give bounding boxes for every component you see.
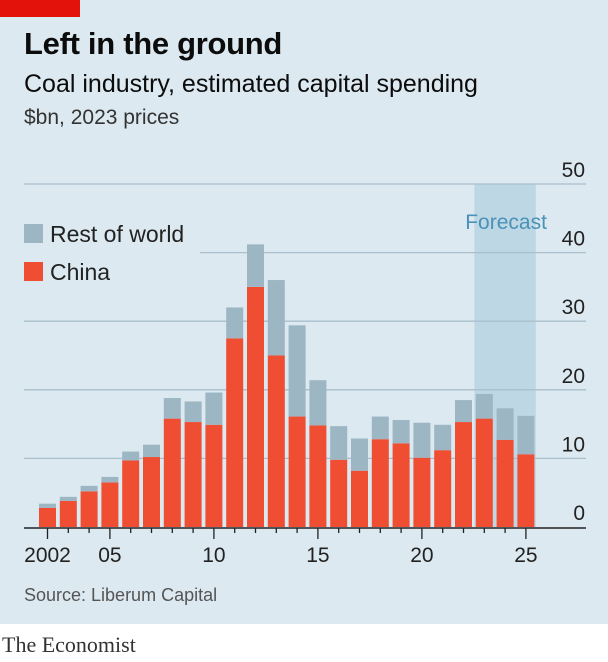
bar-china-2021 xyxy=(434,450,452,527)
bar-chart: Forecast 0 10 20 30 40 50 2002 05 10 15 20 25 Rest… xyxy=(24,159,586,567)
source-note: Source: Liberum Capital xyxy=(24,585,218,605)
bar-rest-of-world-2016 xyxy=(330,426,348,460)
x-axis: 2002 05 10 15 20 25 xyxy=(24,527,586,567)
brand-red-tag xyxy=(0,0,80,17)
x-tick-label-20: 20 xyxy=(410,544,433,567)
y-tick-label-40: 40 xyxy=(562,228,585,251)
bar-china-2022 xyxy=(455,422,472,527)
chart-units: $bn, 2023 prices xyxy=(24,106,180,129)
brand-wordmark: The Economist xyxy=(2,632,136,657)
bar-rest-of-world-2024 xyxy=(496,408,514,440)
bar-rest-of-world-2015 xyxy=(309,380,327,426)
bar-rest-of-world-2008 xyxy=(163,398,181,419)
bar-rest-of-world-2009 xyxy=(184,401,202,423)
legend-swatch-china xyxy=(24,262,43,281)
bar-rest-of-world-2002 xyxy=(39,503,56,508)
bar-china-2016 xyxy=(330,459,348,527)
bar-rest-of-world-2010 xyxy=(205,392,223,425)
bar-china-2010 xyxy=(205,424,223,527)
bar-rest-of-world-2022 xyxy=(455,400,472,423)
bar-china-2007 xyxy=(143,457,160,527)
bar-rest-of-world-2005 xyxy=(101,476,119,483)
bar-rest-of-world-2020 xyxy=(413,422,431,458)
bar-china-2020 xyxy=(413,457,431,527)
x-tick-label-25: 25 xyxy=(514,544,537,567)
y-tick-label-20: 20 xyxy=(562,365,585,388)
legend: Rest of world China xyxy=(24,221,184,285)
y-tick-label-50: 50 xyxy=(562,159,585,182)
bar-rest-of-world-2025 xyxy=(517,415,535,455)
bar-china-2023 xyxy=(475,418,493,527)
legend-swatch-rest-of-world xyxy=(24,224,43,243)
bar-china-2009 xyxy=(184,422,202,527)
bar-china-2006 xyxy=(122,460,140,527)
bar-china-2017 xyxy=(351,470,368,527)
legend-label-china: China xyxy=(50,259,110,285)
bar-rest-of-world-2006 xyxy=(122,451,140,461)
legend-label-rest-of-world: Rest of world xyxy=(50,221,184,247)
bar-china-2008 xyxy=(163,418,181,527)
y-tick-label-0: 0 xyxy=(573,502,585,525)
bar-china-2025 xyxy=(517,454,535,527)
bar-china-2015 xyxy=(309,425,327,527)
bar-rest-of-world-2017 xyxy=(351,438,368,471)
bar-rest-of-world-2021 xyxy=(434,424,452,451)
chart-title: Left in the ground xyxy=(24,26,283,61)
bar-china-2002 xyxy=(39,507,56,527)
bar-china-2019 xyxy=(392,443,410,527)
bar-china-2012 xyxy=(247,286,264,527)
bar-china-2003 xyxy=(59,500,77,527)
bar-china-2005 xyxy=(101,482,119,527)
bar-china-2024 xyxy=(496,439,514,527)
bar-china-2018 xyxy=(371,439,389,527)
bar-china-2004 xyxy=(80,491,98,527)
bar-rest-of-world-2019 xyxy=(392,419,410,444)
y-tick-label-10: 10 xyxy=(562,433,585,456)
bar-rest-of-world-2004 xyxy=(80,485,98,492)
x-tick-label-10: 10 xyxy=(202,544,225,567)
bar-china-2011 xyxy=(226,338,244,527)
y-axis-labels: 0 10 20 30 40 50 xyxy=(562,159,585,525)
bar-rest-of-world-2011 xyxy=(226,307,244,339)
bar-china-2013 xyxy=(267,355,285,527)
y-tick-label-30: 30 xyxy=(562,296,585,319)
bar-china-2014 xyxy=(288,416,306,527)
bar-rest-of-world-2003 xyxy=(59,496,77,501)
x-tick-label-15: 15 xyxy=(306,544,329,567)
chart-subtitle: Coal industry, estimated capital spendin… xyxy=(24,70,478,98)
bar-rest-of-world-2023 xyxy=(475,393,493,419)
bar-rest-of-world-2007 xyxy=(143,444,160,458)
bar-rest-of-world-2018 xyxy=(371,416,389,440)
bars xyxy=(39,244,535,527)
forecast-label: Forecast xyxy=(465,211,547,234)
bar-rest-of-world-2014 xyxy=(288,325,306,417)
bar-rest-of-world-2012 xyxy=(247,244,264,287)
x-tick-label-05: 05 xyxy=(98,544,121,567)
x-tick-label-2002: 2002 xyxy=(24,544,71,567)
bar-rest-of-world-2013 xyxy=(267,280,285,356)
